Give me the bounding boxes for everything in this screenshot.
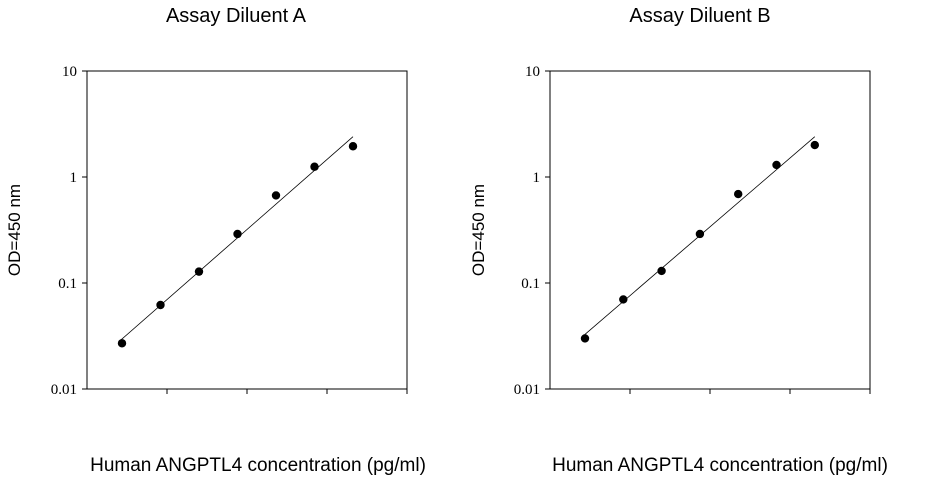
y-tick-label: 10: [62, 64, 77, 80]
y-tick-label: 1: [533, 170, 541, 186]
data-point: [734, 189, 743, 199]
data-point: [117, 339, 127, 348]
chart-title: Assay Diluent B: [629, 5, 770, 27]
data-point: [772, 160, 781, 170]
y-tick-label: 0.01: [514, 382, 540, 398]
data-point: [619, 295, 628, 304]
data-point: [580, 334, 590, 343]
y-tick-label: 10: [525, 64, 540, 80]
data-point: [233, 229, 242, 239]
plot-frame: [549, 70, 871, 390]
chart-title: Assay Diluent A: [166, 5, 307, 27]
y-tick-label: 0.1: [58, 276, 77, 292]
data-point: [810, 140, 819, 150]
data-point: [657, 266, 666, 276]
data-point: [310, 162, 319, 171]
y-tick-label: 0.01: [51, 382, 77, 398]
x-axis-label: Human ANGPTL4 concentration (pg/ml): [90, 455, 426, 476]
y-tick-label: 1: [70, 170, 78, 186]
data-point: [271, 191, 281, 200]
x-axis-label: Human ANGPTL4 concentration (pg/ml): [552, 455, 888, 476]
data-point: [348, 142, 358, 151]
y-axis-label: OD=450 nm: [469, 184, 488, 276]
data-point: [695, 229, 705, 239]
chart-panel-b: Assay Diluent B OD=450 nm Human ANGPTL4 …: [469, 5, 888, 476]
data-point: [156, 300, 165, 310]
y-tick-label: 0.1: [521, 276, 540, 292]
chart-panel-a: Assay Diluent A OD=450 nm Human ANGPTL4 …: [5, 5, 426, 476]
y-axis-label: OD=450 nm: [5, 184, 24, 276]
data-point: [194, 267, 204, 276]
